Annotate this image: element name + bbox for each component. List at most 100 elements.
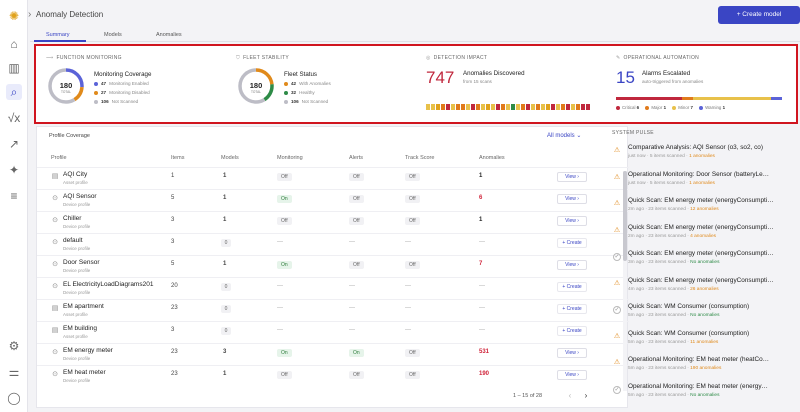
profile-name[interactable]: EM energy meter: [63, 347, 113, 354]
table-row[interactable]: ⊙ EM heat meter Device profile 23 1 Off Off Off…: [37, 365, 629, 387]
heatmap-cell: [501, 104, 505, 110]
anomalies-cell: —: [479, 239, 485, 245]
tab-anomalies[interactable]: Anomalies: [156, 32, 182, 38]
main: Anomaly Detection + Create model Summary…: [30, 0, 800, 412]
tab-models[interactable]: Models: [104, 32, 122, 38]
items-cell: 5: [171, 261, 175, 267]
create-model-link[interactable]: + Create: [557, 304, 587, 314]
view-button[interactable]: View ›: [557, 194, 587, 204]
heatmap-cell: [436, 104, 440, 110]
prev-page-icon[interactable]: ‹: [568, 391, 572, 400]
all-models-dropdown[interactable]: All models ⌄: [547, 133, 582, 139]
profile-name[interactable]: EM apartment: [63, 303, 104, 310]
profile-name[interactable]: AQI City: [63, 171, 88, 178]
profile-name[interactable]: default: [63, 237, 83, 244]
monitoring-cell: On: [277, 195, 292, 203]
col-anomalies[interactable]: Anomalies: [479, 155, 505, 161]
anomalies-cell: —: [479, 283, 485, 289]
profile-name[interactable]: Door Sensor: [63, 259, 100, 266]
pulse-title: Quick Scan: EM energy meter (energyConsu…: [628, 223, 774, 231]
user-icon[interactable]: ◯: [7, 391, 21, 405]
chevron-right-icon[interactable]: ›: [28, 9, 32, 20]
table-row[interactable]: ▤ AQI City Asset profile 1 1 Off Off Off 1 View ›: [37, 167, 629, 189]
card-function-monitoring: ⟿ FUNCTION MONITORING 180 TOTAL Monitorin…: [36, 46, 226, 122]
sqrt-function-icon[interactable]: √x: [7, 111, 21, 125]
menu-icon[interactable]: ≡: [10, 189, 18, 203]
pulse-item[interactable]: ✓ Operational Monitoring: EM heat meter (…: [608, 381, 800, 403]
create-model-link[interactable]: + Create: [557, 282, 587, 292]
pulse-item[interactable]: ⚠ Operational Monitoring: Door Sensor (ba…: [608, 169, 800, 191]
col-models[interactable]: Models: [221, 155, 239, 161]
items-cell: 23: [171, 305, 178, 311]
view-button[interactable]: View ›: [557, 348, 587, 358]
track-cell: —: [405, 239, 411, 245]
card-operational-automation: ✎ OPERATIONAL AUTOMATION 15 Alarms Escala…: [606, 46, 796, 122]
create-model-link[interactable]: + Create: [557, 238, 587, 248]
pulse-item[interactable]: ⚠ Quick Scan: EM energy meter (energyCons…: [608, 275, 800, 297]
table-row[interactable]: ⊙ Chiller Device profile 3 1 Off Off Off 1 View ›: [37, 211, 629, 233]
severity-segment: [693, 97, 771, 100]
table-row[interactable]: ⊙ Door Sensor Device profile 5 1 On Off Off 7 Vie…: [37, 255, 629, 277]
profile-name[interactable]: EM heat meter: [63, 369, 106, 376]
pulse-title: Quick Scan: EM energy meter (energyConsu…: [628, 250, 774, 257]
pulse-item[interactable]: ⚠ Operational Monitoring: EM heat meter (…: [608, 354, 800, 376]
view-button[interactable]: View ›: [557, 172, 587, 182]
pulse-item[interactable]: ⚠ Quick Scan: EM energy meter (energyCons…: [608, 222, 800, 244]
anomalies-cell: —: [479, 305, 485, 311]
profile-name[interactable]: Chiller: [63, 215, 82, 222]
view-button[interactable]: View ›: [557, 260, 587, 270]
profile-name[interactable]: AQI Sensor: [63, 193, 97, 200]
models-cell: 1: [223, 371, 227, 377]
check-icon: ✓: [613, 253, 621, 261]
pulse-item[interactable]: ⚠ Comparative Analysis: AQI Sensor (o3, s…: [608, 142, 800, 164]
heatmap-cell: [571, 104, 575, 110]
col-profile[interactable]: Profile: [51, 155, 67, 161]
col-track-score[interactable]: Track Score: [405, 155, 435, 161]
card-header: FLEET STABILITY: [243, 55, 290, 61]
pulse-meta: just now · 5 items scanned · 1 anomalies: [628, 154, 715, 159]
pulse-item[interactable]: ✓ Quick Scan: EM energy meter (energyCons…: [608, 248, 800, 270]
alarms-count: 15: [616, 68, 635, 87]
settings-icon[interactable]: ⚙: [8, 339, 20, 353]
col-monitoring[interactable]: Monitoring: [277, 155, 303, 161]
table-row[interactable]: ▤ EM apartment Asset profile 23 0 — — — — + Creat…: [37, 299, 629, 321]
track-cell: Off: [405, 195, 420, 203]
table-row[interactable]: ⊙ AQI Sensor Device profile 5 1 On Off Off 6 View…: [37, 189, 629, 211]
pulse-item[interactable]: ⚠ Quick Scan: EM energy meter (energyCons…: [608, 195, 800, 217]
home-icon[interactable]: ⌂: [10, 37, 18, 51]
profile-name[interactable]: EL ElectricityLoadDiagrams201: [63, 281, 154, 288]
bar-chart-icon[interactable]: ▥: [8, 61, 20, 75]
sliders-icon[interactable]: ⚌: [8, 365, 20, 379]
pulse-meta: 5m ago · 23 items scanned · No anomalies: [628, 313, 720, 318]
warning-icon: ⚠: [613, 279, 621, 287]
view-button[interactable]: View ›: [557, 216, 587, 226]
heatmap-cell: [496, 104, 500, 110]
profile-type: Device profile: [63, 202, 91, 207]
sparkle-icon[interactable]: ✦: [8, 163, 20, 177]
table-row[interactable]: ⊙ EM energy meter Device profile 23 3 On On Off…: [37, 343, 629, 365]
legend-row: 47 Monitoring Enabled: [94, 81, 149, 86]
col-items[interactable]: Items: [171, 155, 185, 161]
create-model-link[interactable]: + Create: [557, 326, 587, 336]
create-model-button[interactable]: + Create model: [718, 6, 800, 24]
col-alerts[interactable]: Alerts: [349, 155, 364, 161]
table-row[interactable]: ▤ EM building Asset profile 3 0 — — — — + Create: [37, 321, 629, 343]
track-cell: Off: [405, 349, 420, 357]
tab-summary[interactable]: Summary: [46, 32, 70, 38]
pulse-item[interactable]: ⚠ Quick Scan: WM Consumer (consumption) 5m…: [608, 328, 800, 350]
trend-icon[interactable]: ↗: [8, 137, 20, 151]
search-icon[interactable]: ⌕: [6, 84, 22, 100]
pulse-title: Quick Scan: EM energy meter (energyConsu…: [628, 276, 774, 284]
next-page-icon[interactable]: ›: [584, 391, 588, 400]
pulse-meta: just now · 5 items scanned · 1 anomalies: [628, 180, 715, 186]
table-scrollbar[interactable]: [623, 171, 627, 391]
table-row[interactable]: ⊙ default Device profile 3 0 — — — — + Create: [37, 233, 629, 255]
heatmap-cell: [546, 104, 550, 110]
pulse-item[interactable]: ✓ Quick Scan: WM Consumer (consumption) 5m…: [608, 301, 800, 323]
table-row[interactable]: ⊙ EL ElectricityLoadDiagrams201 Device pro…: [37, 277, 629, 299]
severity-segment: [616, 97, 683, 100]
view-button[interactable]: View ›: [557, 370, 587, 380]
items-cell: 23: [171, 371, 178, 377]
scroll-thumb[interactable]: [623, 171, 627, 261]
profile-name[interactable]: EM building: [63, 325, 97, 332]
